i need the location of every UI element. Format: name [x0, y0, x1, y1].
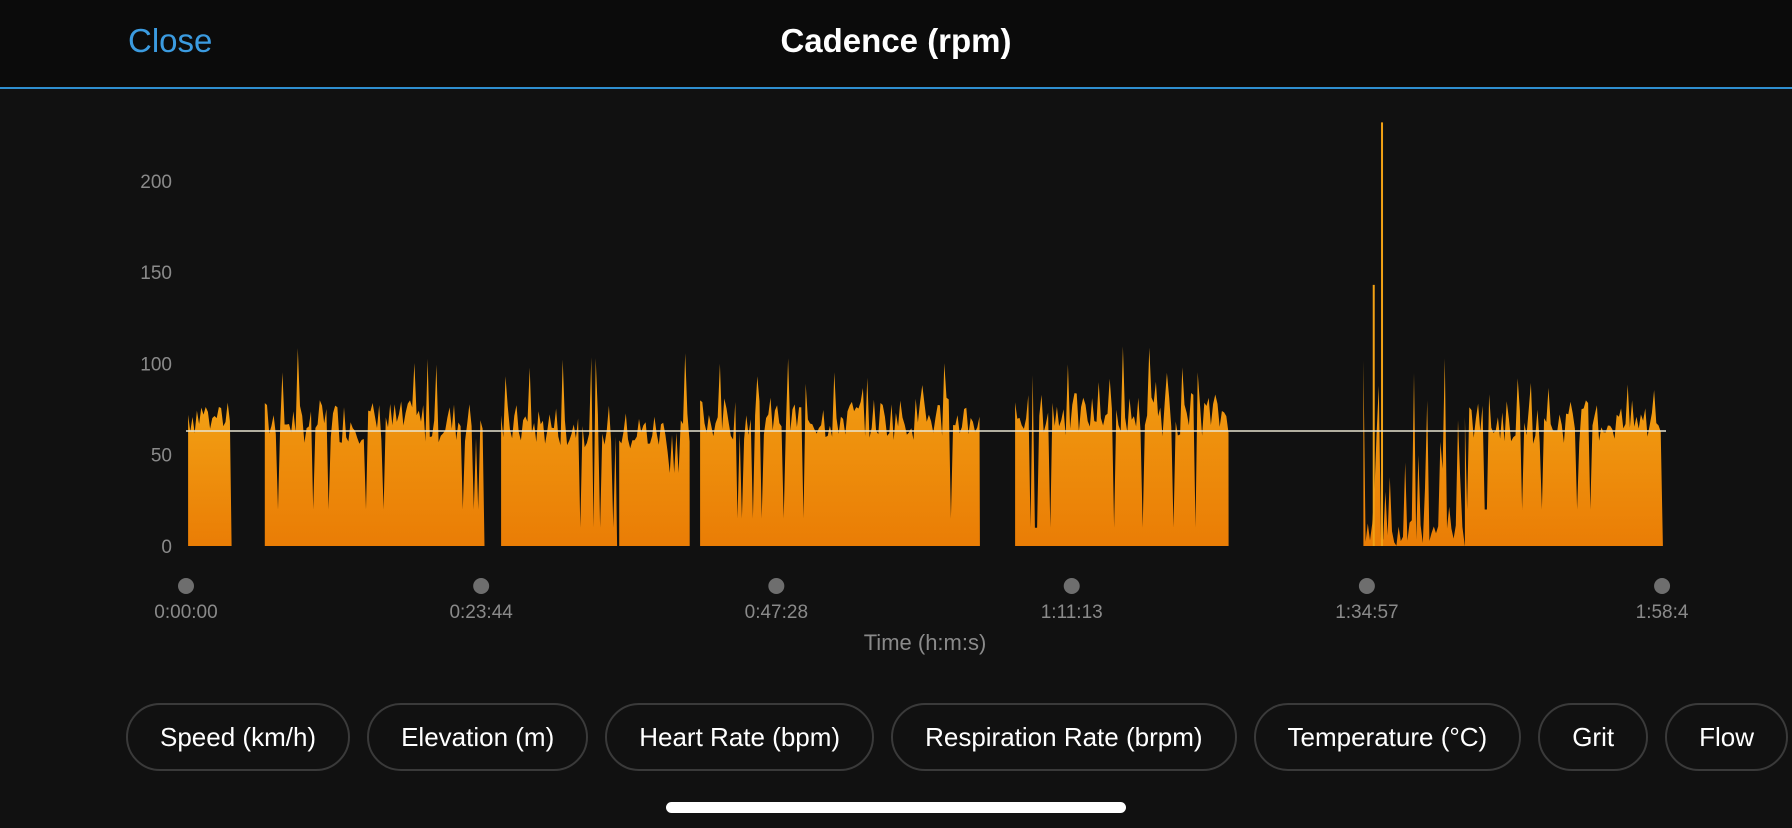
x-tick-handle[interactable]	[1063, 578, 1080, 594]
cadence-area-segment	[1015, 346, 1229, 546]
chip-elevation[interactable]: Elevation (m)	[367, 703, 589, 771]
x-tick-label: 0:47:28	[745, 602, 808, 623]
y-tick-label: 50	[151, 446, 172, 467]
y-tick-label: 100	[140, 354, 172, 375]
home-indicator[interactable]	[666, 802, 1126, 813]
x-axis[interactable]: 0:00:00 0:23:44 0:47:28 1:11:13 1:34:57 1:58:…	[154, 578, 1689, 623]
cadence-area-segment	[264, 348, 485, 546]
chip-speed[interactable]: Speed (km/h)	[126, 703, 351, 771]
cadence-area-segment	[700, 358, 980, 546]
close-button[interactable]: Close	[128, 22, 213, 59]
y-tick-label: 150	[140, 263, 172, 284]
chip-respiration-rate[interactable]: Respiration Rate (brpm)	[891, 703, 1237, 771]
cadence-area-segment	[1464, 378, 1663, 546]
cadence-area-segment	[188, 402, 232, 546]
y-axis: 0 50 100 150 200	[140, 172, 172, 558]
cadence-area-segment	[619, 353, 690, 546]
x-tick-handle[interactable]	[768, 578, 785, 594]
cadence-chart: 0 50 100 150 200 0:00:00 0:23:44 0:47:28 1:11:1…	[140, 122, 1689, 655]
chip-grit[interactable]: Grit	[1538, 703, 1649, 771]
x-tick-label: 1:34:57	[1335, 602, 1398, 623]
chip-heart-rate[interactable]: Heart Rate (bpm)	[605, 703, 875, 771]
x-tick-handle[interactable]	[178, 578, 194, 594]
y-tick-label: 200	[140, 172, 172, 193]
x-tick-label: 0:23:44	[449, 602, 513, 623]
x-tick-label: 0:00:00	[154, 602, 217, 623]
cadence-area-segment	[1363, 358, 1465, 546]
y-tick-label: 0	[161, 537, 172, 558]
top-bar: Close Cadence (rpm)	[0, 0, 1792, 89]
x-tick-label: 1:58:4	[1636, 602, 1689, 623]
metric-selector: Speed (km/h) Elevation (m) Heart Rate (b…	[126, 703, 1788, 773]
x-tick-label: 1:11:13	[1041, 602, 1103, 623]
x-tick-handle[interactable]	[1654, 578, 1671, 594]
x-tick-handle[interactable]	[473, 578, 490, 594]
chip-flow[interactable]: Flow	[1665, 703, 1788, 771]
chip-temperature[interactable]: Temperature (°C)	[1253, 703, 1522, 771]
page-title: Cadence (rpm)	[780, 22, 1012, 59]
cadence-area-segment	[501, 357, 618, 546]
cadence-area-series	[188, 122, 1663, 546]
x-axis-title: Time (h:m:s)	[864, 630, 987, 655]
x-tick-handle[interactable]	[1358, 578, 1375, 594]
